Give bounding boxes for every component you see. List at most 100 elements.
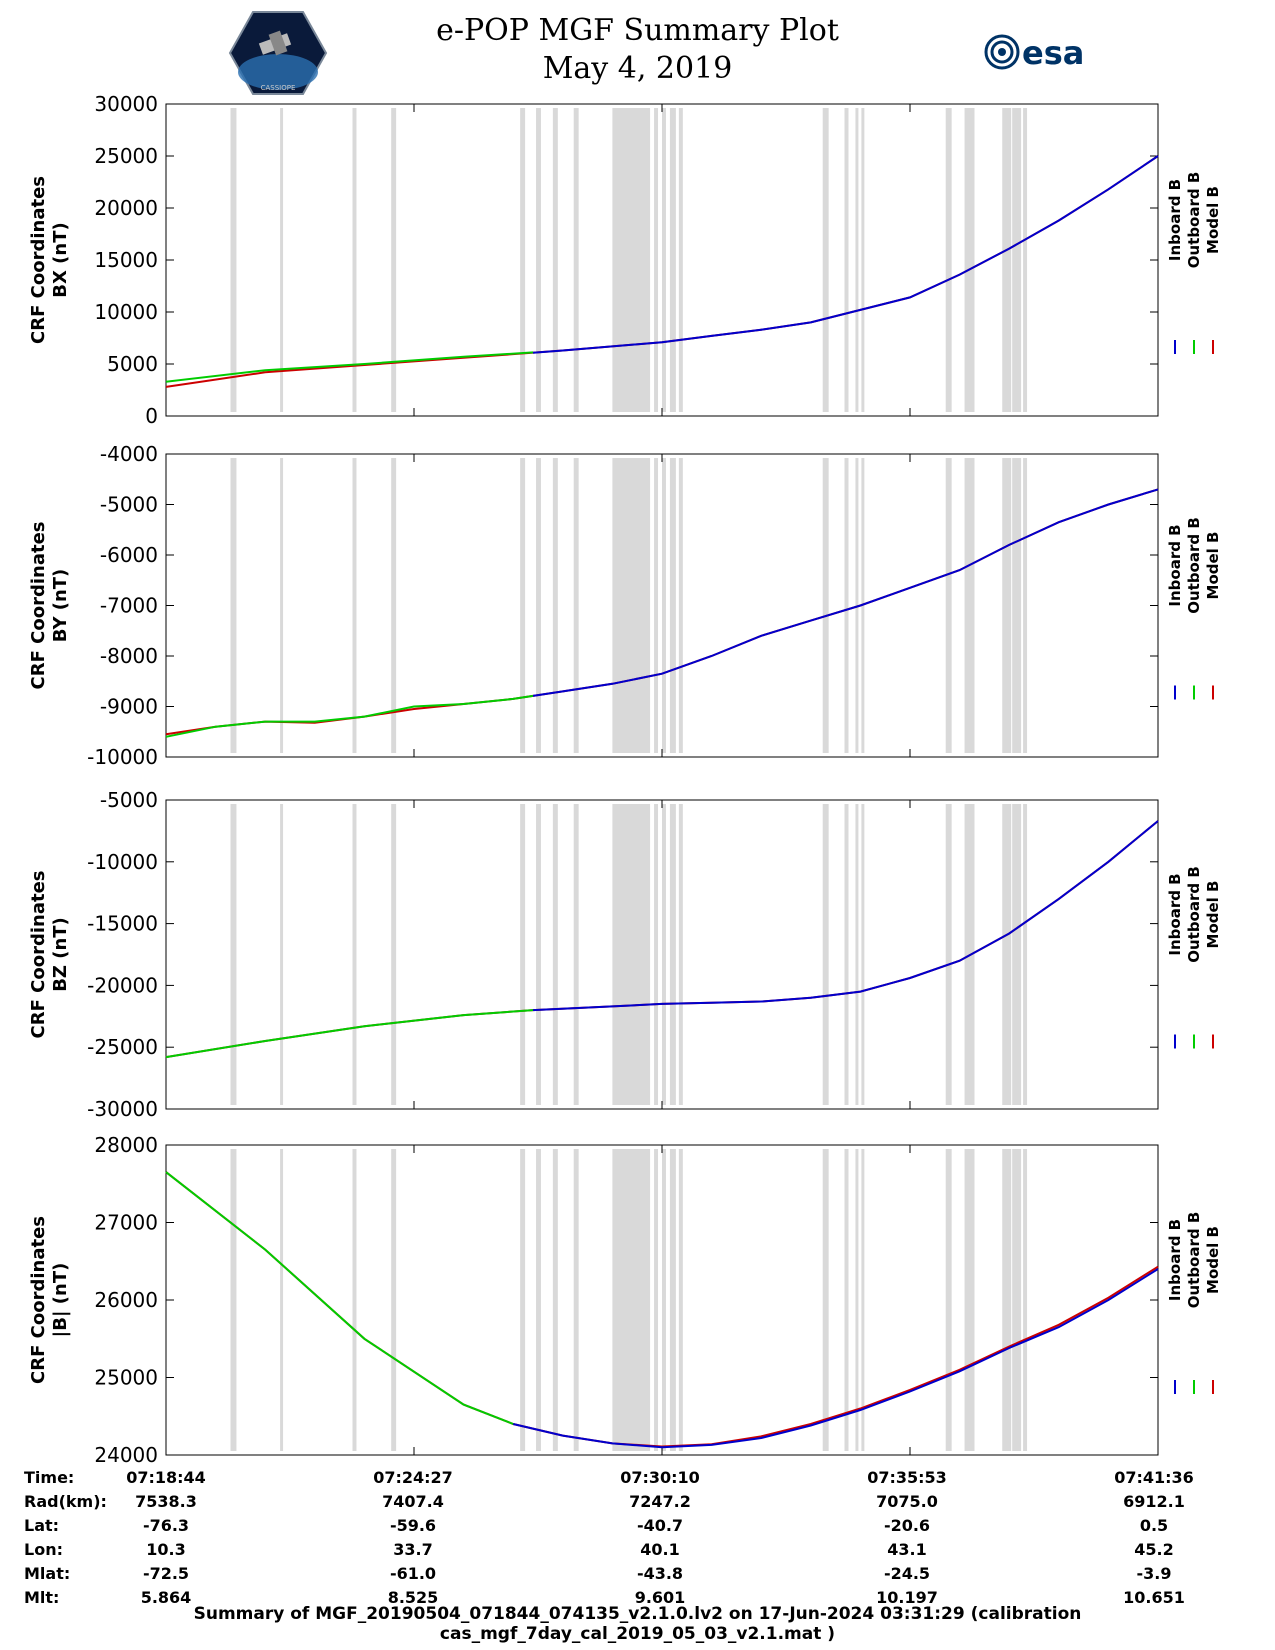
data-gap-band bbox=[861, 804, 865, 1105]
y-tick-label: -30000 bbox=[87, 1097, 158, 1121]
eph-rad: 6912.1 bbox=[1123, 1492, 1185, 1511]
data-gap-band bbox=[861, 1149, 865, 1451]
data-gap-band bbox=[844, 108, 849, 412]
data-gap-band bbox=[662, 458, 666, 753]
data-gap-band bbox=[230, 108, 237, 412]
y-tick-label: 10000 bbox=[94, 300, 158, 324]
data-gap-band bbox=[352, 1149, 357, 1451]
y-axis-label: CRF Coordinates|B| (nT) bbox=[28, 1216, 71, 1384]
legend-label: Inboard B bbox=[1166, 1219, 1184, 1301]
eph-lon: 43.1 bbox=[887, 1540, 927, 1559]
data-gap-band bbox=[822, 458, 829, 753]
data-gap-band bbox=[654, 108, 659, 412]
svg-text:esa: esa bbox=[1022, 34, 1084, 72]
data-gap-band bbox=[1002, 1149, 1012, 1451]
y-axis-label: CRF CoordinatesBZ (nT) bbox=[28, 871, 71, 1039]
data-gap-band bbox=[536, 1149, 541, 1451]
eph-mlat: -72.5 bbox=[142, 1564, 190, 1583]
eph-time: 07:41:36 bbox=[1114, 1468, 1194, 1487]
series-line-outboard-b bbox=[165, 694, 534, 738]
data-gap-band bbox=[945, 458, 952, 753]
eph-rad: 7075.0 bbox=[876, 1492, 938, 1511]
data-gap-band bbox=[536, 108, 541, 412]
eph-rad: 7247.2 bbox=[629, 1492, 691, 1511]
eph-rad: 7538.3 bbox=[135, 1492, 197, 1511]
y-tick-label: -20000 bbox=[87, 973, 158, 997]
y-tick-label: -25000 bbox=[87, 1035, 158, 1059]
series-line-inboard-b bbox=[532, 820, 1159, 1012]
data-gap-band bbox=[1002, 804, 1012, 1105]
eph-mlt: 8.525 bbox=[387, 1588, 439, 1607]
y-axis-label: CRF CoordinatesBX (nT) bbox=[28, 176, 71, 344]
eph-lat: -76.3 bbox=[142, 1516, 190, 1535]
eph-label-mlt: Mlt: bbox=[24, 1588, 60, 1607]
data-gap-band bbox=[662, 804, 666, 1105]
eph-mlat: -3.9 bbox=[1136, 1564, 1172, 1583]
legend-label: Model B bbox=[1204, 1226, 1222, 1294]
footer-caption: Summary of MGF_20190504_071844_074135_v2… bbox=[193, 1604, 1082, 1644]
eph-label-rad: Rad(km): bbox=[24, 1492, 107, 1511]
data-gap-band bbox=[280, 1149, 284, 1451]
data-gap-band bbox=[964, 1149, 975, 1451]
series-line-inboard-b bbox=[532, 488, 1159, 697]
legend-label: Outboard B bbox=[1185, 866, 1203, 963]
eph-time: 07:30:10 bbox=[620, 1468, 700, 1487]
data-gap-band bbox=[1012, 804, 1022, 1105]
cassiope-logo: CASSIOPE bbox=[228, 10, 328, 96]
y-tick-label: -5000 bbox=[100, 788, 158, 812]
data-gap-band bbox=[552, 458, 558, 753]
eph-lat: 0.5 bbox=[1139, 1516, 1169, 1535]
eph-lat: -59.6 bbox=[389, 1516, 437, 1535]
data-gap-band bbox=[612, 804, 651, 1105]
series-line-outboard-b bbox=[165, 351, 534, 383]
data-gap-band bbox=[552, 804, 558, 1105]
data-gap-band bbox=[573, 108, 579, 412]
eph-mlt: 10.651 bbox=[1123, 1588, 1185, 1607]
data-gap-band bbox=[352, 108, 357, 412]
data-gap-band bbox=[964, 108, 975, 412]
y-tick-label: 25000 bbox=[94, 1366, 158, 1390]
eph-mlat: -61.0 bbox=[389, 1564, 437, 1583]
data-gap-band bbox=[280, 458, 284, 753]
data-gap-band bbox=[391, 108, 397, 412]
series-line-inboard-b bbox=[532, 155, 1159, 354]
y-tick-label: 25000 bbox=[94, 144, 158, 168]
data-gap-band bbox=[520, 458, 526, 753]
eph-rad: 7407.4 bbox=[382, 1492, 444, 1511]
data-gap-band bbox=[678, 458, 683, 753]
data-gap-band bbox=[654, 1149, 659, 1451]
data-gap-band bbox=[1012, 458, 1022, 753]
y-tick-label: -4000 bbox=[100, 442, 158, 466]
data-gap-band bbox=[855, 1149, 859, 1451]
data-gap-band bbox=[1002, 108, 1012, 412]
svg-text:CASSIOPE: CASSIOPE bbox=[261, 84, 296, 92]
data-gap-band bbox=[1023, 804, 1028, 1105]
data-gap-band bbox=[861, 108, 865, 412]
data-gap-band bbox=[391, 1149, 397, 1451]
eph-lat: -20.6 bbox=[883, 1516, 931, 1535]
y-tick-label: 20000 bbox=[94, 196, 158, 220]
data-gap-band bbox=[536, 804, 541, 1105]
data-gap-band bbox=[352, 804, 357, 1105]
data-gap-band bbox=[855, 108, 859, 412]
chart-subtitle: May 4, 2019 bbox=[542, 51, 733, 86]
data-gap-band bbox=[945, 108, 952, 412]
eph-mlt: 9.601 bbox=[634, 1588, 686, 1607]
y-tick-label: -15000 bbox=[87, 912, 158, 936]
y-tick-label: 24000 bbox=[94, 1443, 158, 1467]
data-gap-band bbox=[654, 458, 659, 753]
eph-mlat: -43.8 bbox=[636, 1564, 684, 1583]
data-gap-band bbox=[1002, 458, 1012, 753]
series-line-inboard-b bbox=[512, 1268, 1159, 1449]
chart-title: e-POP MGF Summary Plot bbox=[436, 13, 839, 48]
data-gap-band bbox=[822, 108, 829, 412]
data-gap-band bbox=[1023, 1149, 1028, 1451]
series-line-outboard-b bbox=[165, 1171, 514, 1425]
series-line-outboard-b bbox=[165, 1009, 534, 1059]
legend-label: Model B bbox=[1204, 532, 1222, 600]
data-gap-band bbox=[855, 804, 859, 1105]
data-gap-band bbox=[520, 804, 526, 1105]
data-gap-band bbox=[552, 1149, 558, 1451]
data-gap-band bbox=[520, 108, 526, 412]
legend-label: Model B bbox=[1204, 881, 1222, 949]
